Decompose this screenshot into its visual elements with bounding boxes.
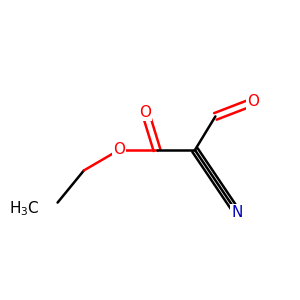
- Text: O: O: [248, 94, 260, 109]
- Text: O: O: [113, 142, 125, 158]
- Text: N: N: [232, 205, 243, 220]
- Text: H$_3$C: H$_3$C: [9, 199, 40, 218]
- Text: O: O: [139, 104, 151, 119]
